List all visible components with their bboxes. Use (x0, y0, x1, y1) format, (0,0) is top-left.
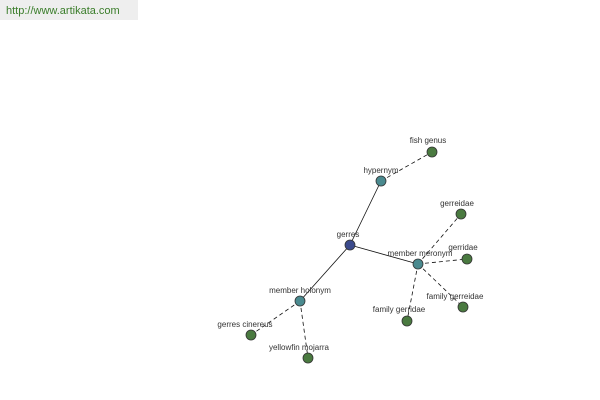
node[interactable] (455, 208, 467, 220)
node-label: gerres (337, 230, 360, 239)
node[interactable] (426, 146, 438, 158)
node[interactable] (344, 239, 356, 251)
edge (299, 244, 351, 302)
node[interactable] (401, 315, 413, 327)
site-url[interactable]: http://www.artikata.com (0, 0, 138, 20)
node[interactable] (461, 253, 473, 265)
node-label: gerres cinereus (217, 320, 272, 329)
node[interactable] (302, 352, 314, 364)
edge (250, 300, 301, 336)
node-label: family gerreidae (427, 292, 484, 301)
edge (380, 151, 433, 182)
node[interactable] (412, 258, 424, 270)
node-label: gerridae (448, 243, 478, 252)
node-label: member holonym (269, 286, 331, 295)
node-label: fish genus (410, 136, 446, 145)
node-label: member meronym (388, 249, 453, 258)
node-label: family gerridae (373, 305, 426, 314)
edge (417, 213, 462, 265)
edge (349, 244, 419, 265)
node-label: yellowfin mojarra (269, 343, 330, 352)
node[interactable] (245, 329, 257, 341)
edges (250, 151, 468, 359)
node[interactable] (375, 175, 387, 187)
edge (349, 180, 382, 246)
edge (406, 263, 419, 322)
node-label: hypernym (363, 166, 398, 175)
edge (417, 263, 464, 308)
node[interactable] (457, 301, 469, 313)
edge (417, 258, 468, 265)
nodes (245, 146, 473, 364)
node-label: gerreidae (440, 199, 474, 208)
labels: gerres hypernym member holonym member me… (217, 136, 484, 352)
edge (299, 300, 309, 359)
node[interactable] (294, 295, 306, 307)
